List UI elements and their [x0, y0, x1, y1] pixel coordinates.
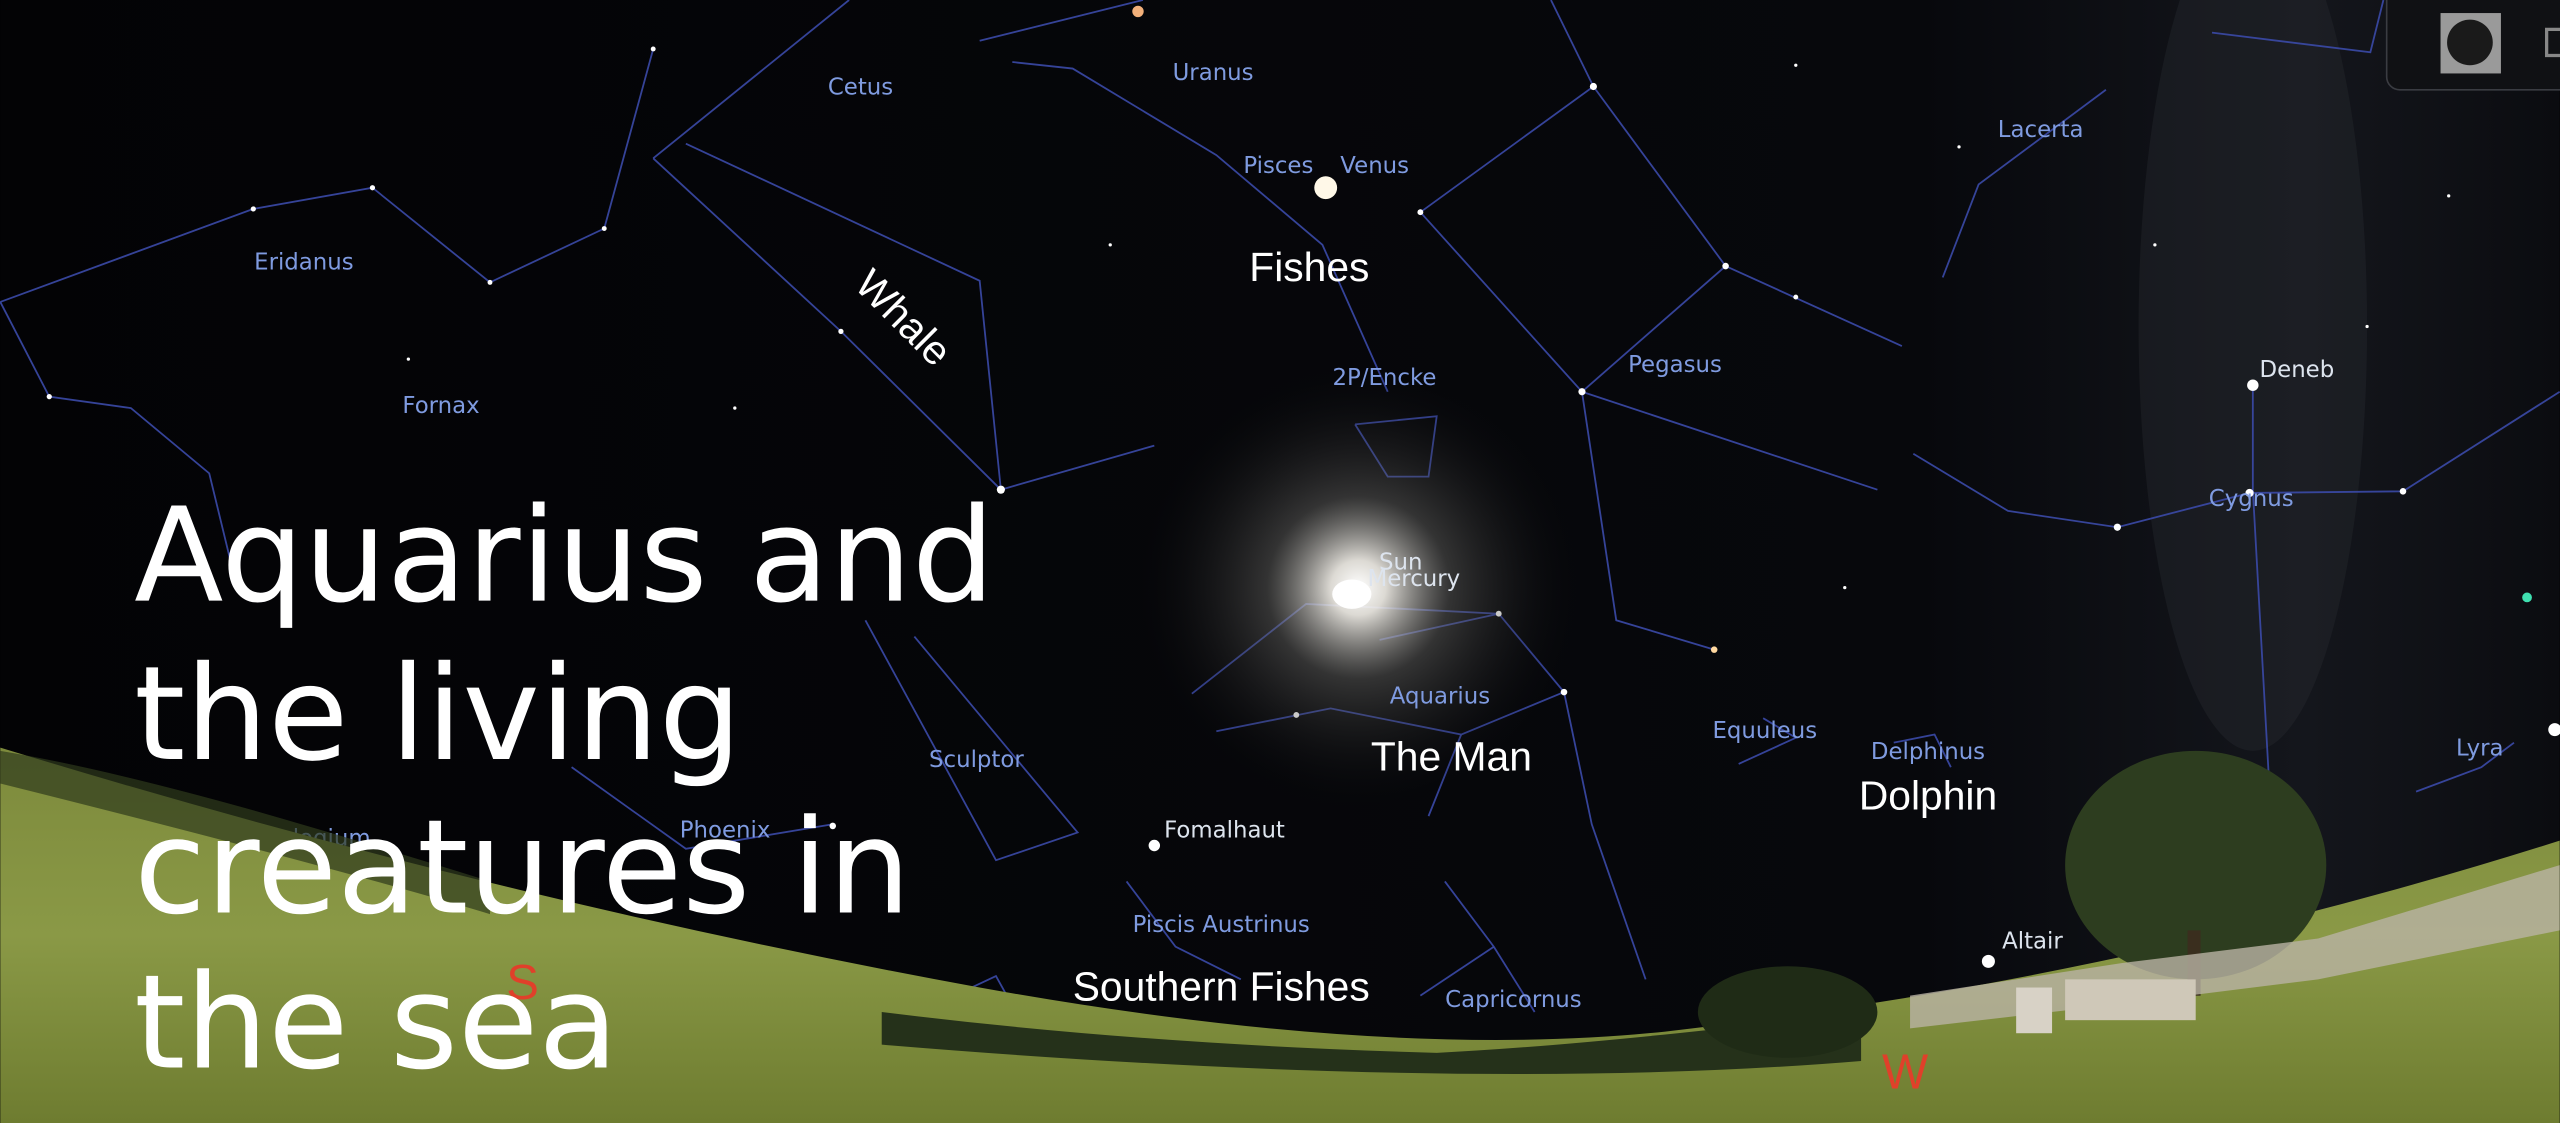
- label: Eridanus: [254, 249, 354, 275]
- label: The Man: [1371, 733, 1532, 779]
- label: Sun: [1379, 550, 1422, 576]
- sun-disk: [1332, 579, 1372, 609]
- title-line: Aquarius and: [134, 480, 995, 632]
- label: Equuleus: [1712, 718, 1817, 744]
- toolbar: [2385, 0, 2560, 91]
- label: Cygnus: [2209, 486, 2294, 512]
- milky-way: [2138, 0, 2368, 751]
- label: Uranus: [1173, 60, 1254, 86]
- label: Pegasus: [1628, 352, 1722, 378]
- label: Venus: [1340, 153, 1409, 179]
- label: Capricornus: [1445, 987, 1582, 1013]
- label: Lacerta: [1998, 117, 2084, 143]
- label: Aquarius: [1390, 684, 1490, 710]
- cardinal: S: [506, 956, 539, 1010]
- label: 2P/Encke: [1332, 365, 1436, 391]
- label: Altair: [2002, 928, 2063, 954]
- ground: [0, 747, 2560, 1123]
- title-line: creatures in: [134, 791, 911, 943]
- label: Southern Fishes: [1073, 964, 1370, 1010]
- label: Mercury: [1368, 566, 1461, 592]
- button-icon: [2447, 19, 2493, 66]
- label: Lyra: [2456, 736, 2504, 762]
- cardinal: W: [1882, 1046, 1929, 1100]
- label: Fishes: [1249, 244, 1369, 290]
- label: Cetus: [828, 75, 893, 101]
- title-line: the living: [134, 638, 742, 790]
- label: Sculptor: [929, 747, 1024, 773]
- label: Dolphin: [1859, 773, 1997, 819]
- label: Fomalhaut: [1164, 817, 1285, 843]
- label: Phoenix: [680, 817, 771, 843]
- title: Aquarius and the living creatures in the…: [134, 480, 995, 1099]
- title-line: the sea: [134, 947, 618, 1099]
- label: Fornax: [402, 393, 479, 419]
- label: Pisces: [1243, 153, 1313, 179]
- constellation-labels: Cetus Pisces Lacerta Eridanus Fornax Peg…: [254, 75, 2503, 1013]
- label: Delphinus: [1871, 739, 1985, 765]
- toolbar-button[interactable]: [2545, 27, 2560, 58]
- label: Piscis Austrinus: [1133, 912, 1310, 938]
- label: Deneb: [2260, 357, 2335, 383]
